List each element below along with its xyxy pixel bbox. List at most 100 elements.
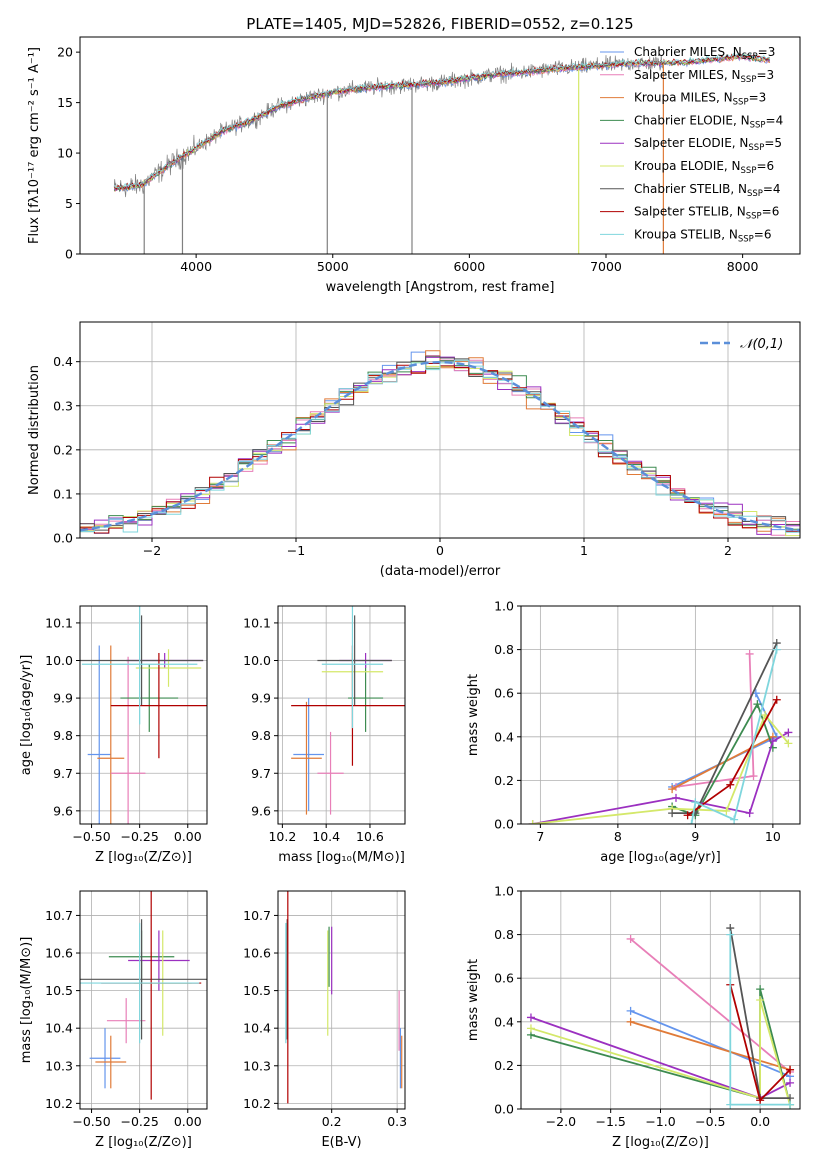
mass-vs-ebv-panel: 0.2 0.3 10.2 10.3 10.4 10.5 10.6 10.7 E(B-V) [243,890,407,1150]
weight-marker-kroupa-stelib [772,645,781,654]
y-tick-label: 1.0 [494,884,514,899]
x-tick-label: 0.2 [322,1114,342,1129]
weight-marker-kroupa-elodie [526,1024,535,1033]
y-tick-label: 9.6 [251,803,271,818]
weight-marker-salpeter-miles [626,934,635,943]
y-tick-label: 0.2 [494,773,514,788]
x-tick-label: 0 [436,543,444,558]
weight-marker-salpeter-elodie [745,809,754,818]
legend-label-chabrier-stelib: Chabrier STELIB, NSSP=4 [634,182,781,199]
x-tick-label: −0.25 [120,1114,158,1129]
x-tick-label: 8 [614,829,622,844]
y-tick-label: 10.4 [45,1021,73,1036]
weight-marker-kroupa-stelib [687,820,696,824]
y-tick-label: 9.9 [251,691,271,706]
weight-line-kroupa-stelib [690,649,778,824]
plot-area [528,639,793,824]
x-tick-label: 1 [580,543,588,558]
errorbar-salpeter-miles [317,731,344,815]
plot-area [291,606,405,815]
y-tick-label: 0.4 [53,354,73,369]
x-tick-label: 0.00 [174,1114,202,1129]
plot-area [526,924,795,1109]
y-tick-label: 0.2 [494,1058,514,1073]
residual-histogram-kroupa-miles [80,350,800,532]
x-tick-label: 10.4 [312,829,340,844]
y-tick-label: 10.1 [243,615,271,630]
weight-marker-kroupa-elodie [756,996,765,1004]
errorbar-kroupa-stelib [80,922,200,1044]
x-tick-label: −1.0 [645,1114,675,1129]
errorbar-kroupa-stelib [321,606,384,729]
errorbar-chabrier-stelib [80,919,207,1040]
axes-frame [277,890,406,1110]
y-tick-label: 1.0 [494,599,514,614]
residuals-panel: −2 −1 0 1 2 0.0 0.1 0.2 0.3 0.4 (data-model)/error… [27,321,801,579]
legend-label-chabrier-elodie: Chabrier ELODIE, NSSP=4 [634,113,783,130]
y-tick-label: 0.2 [53,442,73,457]
y-tick-label: 10.4 [243,1021,271,1036]
legend-label-kroupa-stelib: Kroupa STELIB, NSSP=6 [634,227,772,244]
x-tick-label: 10.6 [356,829,384,844]
weight-marker-chabrier-miles [626,1006,635,1015]
y-tick-label: 0.3 [53,398,73,413]
x-axis-label: (data-model)/error [380,564,501,579]
x-tick-label: −1 [287,543,305,558]
x-tick-label: 10.2 [268,829,296,844]
weight-marker-salpeter-stelib [786,1065,795,1074]
weight-marker-chabrier-elodie [753,700,762,709]
errorbar-chabrier-miles [293,698,324,811]
y-tick-label: 9.8 [53,728,73,743]
errorbar-kroupa-miles [95,1035,127,1089]
y-tick-label: 9.9 [53,691,73,706]
weight-marker-kroupa-stelib [786,1100,795,1109]
y-tick-label: 9.8 [251,728,271,743]
axes-frame [79,890,208,1110]
errorbar-kroupa-elodie [135,649,202,687]
y-tick-label: 0.0 [494,1102,514,1117]
x-axis-label: E(B-V) [321,1135,361,1150]
residual-histogram-kroupa-stelib [80,359,800,533]
y-tick-label: 0.0 [53,531,73,546]
legend-label-salpeter-miles: Salpeter MILES, NSSP=3 [634,68,774,85]
weight-marker-salpeter-elodie [768,737,777,746]
weight-line-kroupa-miles [630,1020,791,1071]
x-tick-label: 4000 [180,259,212,274]
axes-frame [79,36,801,255]
x-tick-label: −0.50 [72,829,110,844]
weight-marker-salpeter-stelib [772,695,781,704]
x-tick-label: 7000 [590,259,622,274]
y-axis-label: Normed distribution [27,365,42,495]
weight-marker-salpeter-miles [745,649,754,658]
y-tick-label: 10.6 [243,946,271,961]
x-tick-label: −1.5 [595,1114,625,1129]
x-tick-label: 0.0 [750,1114,770,1129]
y-tick-label: 10.7 [243,908,271,923]
x-axis-label: wavelength [Angstrom, rest frame] [326,280,555,295]
y-tick-label: 0.1 [53,486,73,501]
plot-area [285,891,403,1104]
x-tick-label: −0.25 [120,829,158,844]
weight-marker-kroupa-miles [626,1017,635,1026]
y-tick-label: 15 [57,95,73,110]
x-tick-label: 7 [536,829,544,844]
y-tick-label: 10 [57,146,73,161]
weight-marker-chabrier-elodie [756,985,765,994]
y-tick-label: 10.5 [45,983,73,998]
legend-label-salpeter-stelib: Salpeter STELIB, NSSP=6 [634,205,779,222]
weight-marker-kroupa-stelib [691,798,700,807]
y-tick-label: 10.3 [45,1058,73,1073]
x-axis-label: Z [log₁₀(Z/Z⊙)] [95,1135,192,1150]
errorbar-chabrier-miles [87,645,111,824]
y-axis-label: mass [log₁₀(M/M⊙)] [19,937,34,1064]
legend-label-normal: 𝒩(0,1) [740,337,783,352]
weight-marker-kroupa-stelib [726,1100,735,1109]
x-tick-label: −2.0 [546,1114,576,1129]
y-axis-label: age [log₁₀(age/yr)] [19,655,34,776]
age-vs-metallicity-panel: −0.50 −0.25 0.00 9.6 9.7 9.8 9.9 10.0 10.1 Z [log… [19,605,208,865]
x-tick-label: 9 [691,829,699,844]
x-axis-label: Z [log₁₀(Z/Z⊙)] [95,850,192,865]
weight-vs-metallicity-panel: −2.0 −1.5 −1.0 −0.5 0.0 0.0 0.2 0.4 0.6 0.8 1.0 Z [… [466,884,801,1150]
x-tick-label: 6000 [453,259,485,274]
